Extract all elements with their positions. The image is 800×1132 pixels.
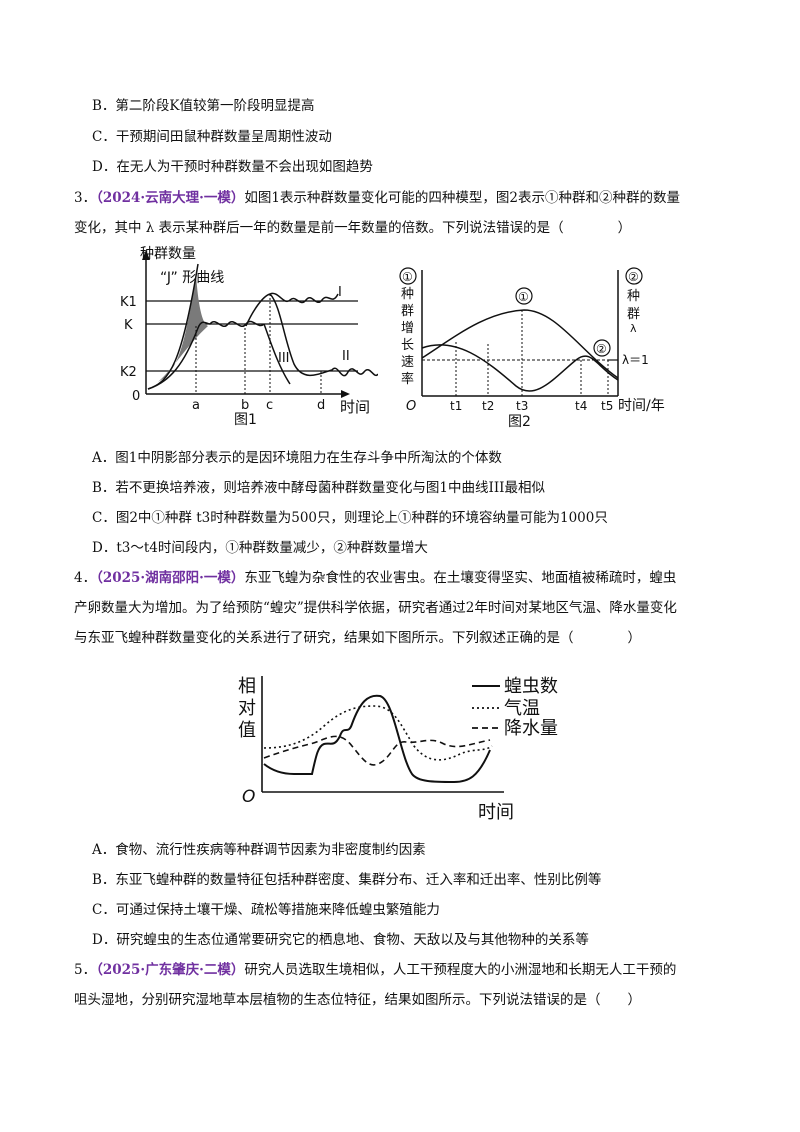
fig1-j-curve-label: “J” 形曲线 (160, 270, 224, 286)
fig2-right-circle: ② (628, 270, 639, 284)
q2-option-c: C．干预期间田鼠种群数量呈周期性波动 (92, 129, 332, 145)
fig2-left-label-1: 种 (401, 287, 414, 302)
q3-stem-line-2: 变化，其中 λ 表示某种群后一年的数量是前一年数量的倍数。下列说法错误的是（ ） (74, 220, 632, 236)
fig2-left-label-5: 速 (401, 355, 414, 370)
q4-stem-line-2: 产卵数量大为增加。为了给预防“蝗灾”提供科学依据，研究者通过2年时间对某地区气温… (74, 600, 677, 616)
q4-ylabel-2: 对 (238, 698, 256, 719)
q3-stem-line-1: 3．（2024·云南大理·一模）如图1表示种群数量变化可能的四种模型，图2表示①… (74, 188, 680, 208)
q4-figure: 相 对 值 O 时间 蝗虫数 气温 降水量 (238, 676, 558, 823)
q4-ylabel-3: 值 (238, 720, 256, 741)
q3-figure-1: 种群数量 “J” 形曲线 K1 K K2 0 a b c d 时间 I II I… (120, 246, 378, 428)
fig1-ylabel: 种群数量 (140, 246, 196, 262)
q4-legend-locust: 蝗虫数 (504, 676, 558, 697)
fig1-xlabel: 时间 (340, 398, 370, 416)
fig1-caption: 图1 (234, 412, 257, 428)
fig2-left-label-3: 增 (401, 321, 414, 336)
fig1-tick-b: b (241, 398, 249, 413)
fig2-tick-t4: t4 (575, 399, 587, 413)
q5-number: 5． (74, 962, 97, 978)
fig1-tick-d: d (317, 398, 325, 413)
fig2-peak-1: ① (518, 290, 529, 304)
fig2-left-label-2: 群 (401, 304, 414, 319)
fig1-tick-c: c (266, 398, 273, 413)
fig1-curve-iii-label: III (278, 351, 290, 366)
fig2-right-label-2: 群 (627, 307, 640, 322)
fig1-curve-i-label: I (338, 285, 342, 300)
fig2-peak-2: ② (596, 342, 607, 356)
fig1-k2-label: K2 (120, 365, 137, 380)
q3-option-c: C．图2中①种群 t3时种群数量为500只，则理论上①种群的环境容纳量可能为10… (92, 510, 608, 526)
fig2-left-circle: ① (402, 270, 413, 284)
fig1-k-label: K (124, 318, 133, 333)
q2-option-b: B．第二阶段K值较第一阶段明显提高 (92, 98, 315, 114)
fig2-left-label-6: 率 (401, 371, 414, 387)
q4-stem-line-3: 与东亚飞蝗种群数量变化的关系进行了研究，结果如下图所示。下列叙述正确的是（ ） (74, 630, 641, 646)
fig2-origin: O (406, 399, 416, 414)
q5-stem-line-2: 咀头湿地，分别研究湿地草本层植物的生态位特征，结果如图所示。下列说法错误的是（ … (74, 992, 641, 1008)
fig2-caption: 图2 (508, 414, 531, 430)
q4-number: 4． (74, 570, 97, 586)
q3-option-d: D．t3～t4时间段内，①种群数量减少，②种群数量增大 (92, 540, 428, 556)
q5-stem-line-1: 5．（2025·广东肇庆·二模）研究人员选取生境相似，人工干预程度大的小洲湿地和… (74, 960, 676, 980)
fig1-tick-a: a (192, 398, 200, 413)
fig2-lambda: λ (630, 322, 637, 335)
fig2-tick-t3: t3 (516, 399, 528, 413)
q5-source-tag: （2025·广东肇庆·二模） (96, 962, 245, 978)
q4-legend-rainfall: 降水量 (504, 718, 558, 739)
q4-option-b: B．东亚飞蝗种群的数量特征包括种群密度、集群分布、迁入率和迁出率、性别比例等 (92, 872, 602, 888)
q3-option-b: B．若不更换培养液，则培养液中酵母菌种群数量变化与图1中曲线III最相似 (92, 480, 546, 496)
fig2-left-label-4: 长 (401, 338, 414, 353)
q4-option-a: A．食物、流行性疾病等种群调节因素为非密度制约因素 (92, 842, 426, 858)
q4-legend-temperature: 气温 (504, 698, 540, 719)
q3-source-tag: （2024·云南大理·一模） (96, 190, 245, 206)
q4-ylabel-1: 相 (238, 676, 256, 697)
fig2-xlabel: 时间/年 (618, 398, 665, 414)
q2-option-d: D．在无人为干预时种群数量不会出现如图趋势 (92, 159, 373, 175)
q3-figure-2: ① 种 群 增 长 速 率 O ② 种 群 λ λ＝1 ① ② t1 t2 t3… (399, 267, 665, 430)
q4-stem-text: 东亚飞蝗为杂食性的农业害虫。在土壤变得坚实、地面植被稀疏时，蝗虫 (244, 570, 677, 586)
q4-option-c: C．可通过保持土壤干燥、疏松等措施来降低蝗虫繁殖能力 (92, 902, 440, 918)
q3-number: 3． (74, 190, 97, 206)
q4-xlabel: 时间 (478, 802, 514, 823)
fig2-tick-t2: t2 (482, 399, 494, 413)
q4-origin: O (242, 787, 255, 807)
fig1-origin: 0 (132, 389, 140, 404)
fig2-tick-t1: t1 (450, 399, 462, 413)
q3-option-a: A．图1中阴影部分表示的是因环境阻力在生存斗争中所淘汰的个体数 (92, 450, 502, 466)
fig1-curve-ii-label: II (342, 349, 350, 364)
q4-source-tag: （2025·湖南邵阳·一模） (96, 570, 245, 586)
fig2-tick-t5: t5 (601, 399, 613, 413)
fig1-k1-label: K1 (120, 295, 137, 310)
q3-stem-text: 如图1表示种群数量变化可能的四种模型，图2表示①种群和②种群的数量 (244, 190, 681, 206)
fig2-lambda-eq: λ＝1 (622, 353, 649, 367)
fig2-right-label-1: 种 (627, 289, 640, 304)
q4-stem-line-1: 4．（2025·湖南邵阳·一模）东亚飞蝗为杂食性的农业害虫。在土壤变得坚实、地面… (74, 568, 676, 588)
q5-stem-text: 研究人员选取生境相似，人工干预程度大的小洲湿地和长期无人工干预的 (244, 962, 677, 978)
q4-option-d: D．研究蝗虫的生态位通常要研究它的栖息地、食物、天敌以及与其他物种的关系等 (92, 932, 589, 948)
